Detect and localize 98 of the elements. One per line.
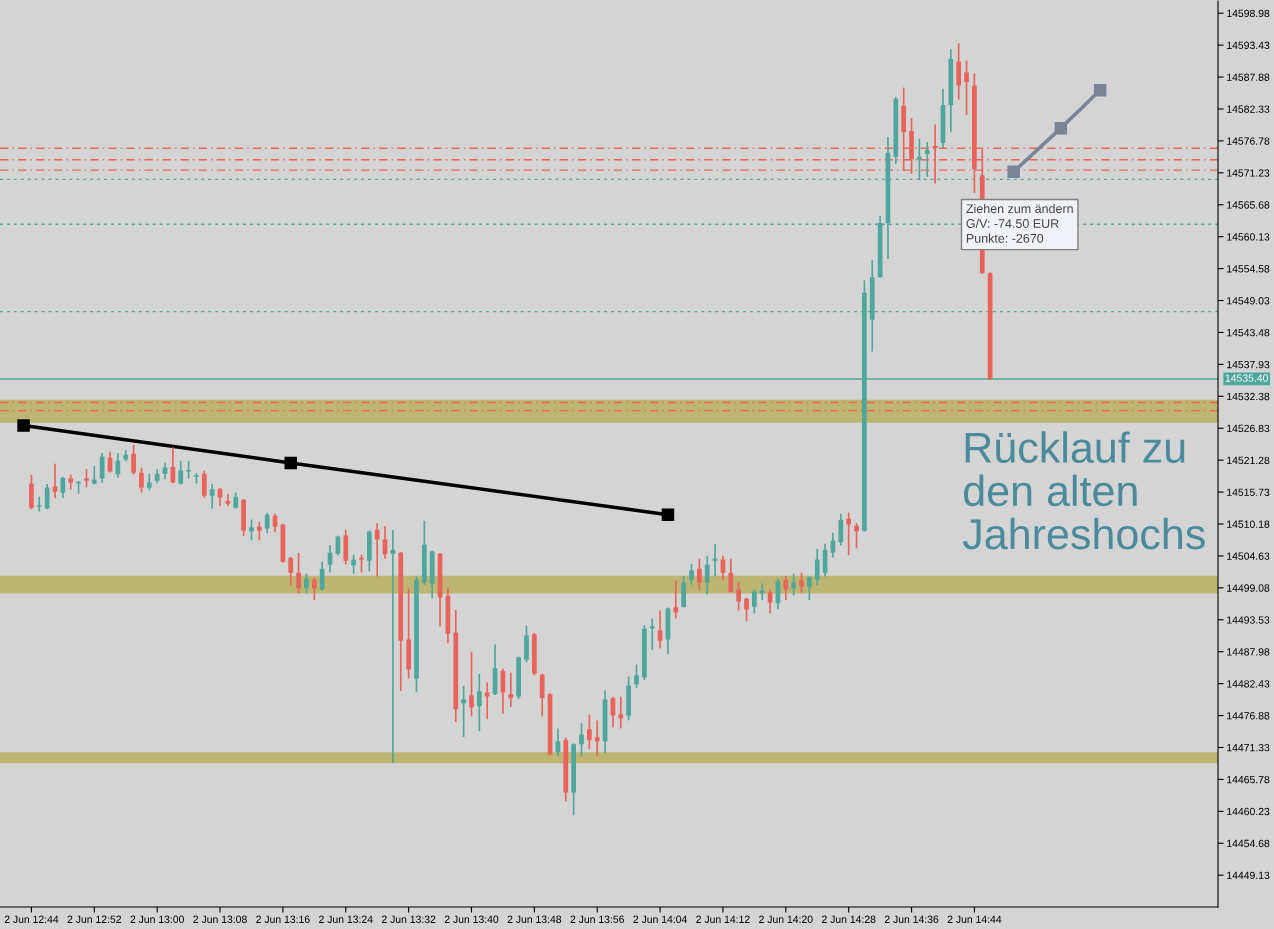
x-tick-label: 2 Jun 14:12 [696, 915, 750, 923]
y-tick-label: 14510.18 [1227, 520, 1270, 528]
candlestick [201, 470, 207, 498]
y-tick-label: 14537.93 [1227, 360, 1270, 369]
candlestick [539, 673, 545, 717]
candlestick [704, 555, 710, 595]
candlestick [374, 523, 380, 577]
y-tick-label: 14493.53 [1227, 616, 1270, 624]
y-tick-label: 14565.68 [1227, 201, 1270, 209]
candlestick [791, 573, 797, 596]
x-tick-label: 2 Jun 13:32 [381, 915, 436, 923]
candlestick [296, 552, 301, 594]
y-tick-label: 14504.63 [1227, 552, 1270, 560]
candlestick [657, 610, 663, 649]
candlestick [319, 561, 325, 591]
candlestick [249, 519, 254, 541]
candlestick [814, 548, 820, 586]
x-tick-label: 2 Jun 13:24 [319, 915, 373, 923]
y-tick-label: 14532.38 [1227, 392, 1270, 401]
candlestick [846, 512, 852, 556]
candlestick [673, 580, 679, 619]
candlestick [752, 589, 757, 614]
y-tick-label: 14582.33 [1227, 105, 1270, 113]
candlestick [807, 576, 812, 601]
y-tick-label: 14471.33 [1227, 743, 1270, 752]
candlestick [924, 142, 930, 177]
candlestick [712, 543, 718, 577]
candlestick [131, 444, 136, 475]
y-tick-label: 14465.78 [1227, 775, 1270, 784]
y-tick-label: 14543.48 [1227, 328, 1270, 337]
candlestick [256, 521, 262, 541]
candlestick [728, 558, 734, 593]
candlestick [854, 523, 859, 549]
x-tick-label: 2 Jun 13:56 [570, 915, 624, 923]
candlestick [799, 572, 804, 593]
candlestick [838, 513, 844, 546]
candlestick [618, 696, 624, 729]
candlestick [178, 460, 184, 485]
y-tick-label: 14526.83 [1227, 424, 1270, 433]
candlestick [783, 575, 789, 601]
candlestick [634, 664, 639, 689]
y-tick-label: 14593.43 [1227, 41, 1270, 49]
ref-line-label: 14535.40 [1225, 374, 1268, 382]
candlestick [767, 589, 773, 614]
x-tick-label: 2 Jun 12:44 [4, 915, 59, 923]
candlestick [91, 466, 97, 485]
x-tick-label: 2 Jun 12:52 [67, 915, 121, 923]
y-tick-label: 14587.88 [1227, 73, 1270, 81]
candlestick [508, 672, 514, 708]
candlestick [469, 651, 474, 717]
candlestick [964, 60, 969, 116]
candlestick [264, 512, 270, 534]
candlestick [476, 673, 482, 732]
y-tick-label: 14598.98 [1227, 9, 1270, 18]
candlestick [311, 577, 317, 601]
y-tick-label: 14460.23 [1227, 807, 1270, 816]
annotation: Rücklauf zu den alten Jahreshochs [962, 431, 1205, 550]
x-tick-label: 2 Jun 14:44 [947, 915, 1002, 923]
x-tick-label: 2 Jun 13:40 [444, 915, 499, 923]
y-tick-label: 14499.08 [1227, 584, 1270, 592]
x-tick-label: 2 Jun 13:08 [193, 915, 247, 923]
candlestick [44, 483, 50, 510]
candlestick [689, 563, 694, 585]
y-tick-label: 14449.13 [1227, 871, 1270, 880]
candlestick [736, 581, 742, 611]
y-tick-label: 14454.68 [1227, 839, 1270, 848]
y-tick-label: 14571.23 [1227, 169, 1270, 177]
x-tick-label: 2 Jun 14:20 [759, 915, 813, 923]
candlestick [461, 685, 466, 737]
x-tick-label: 2 Jun 13:00 [130, 915, 184, 923]
y-tick-label: 14482.43 [1227, 680, 1270, 688]
candlestick [484, 682, 490, 720]
x-tick-label: 2 Jun 14:04 [633, 915, 687, 923]
candlestick [594, 720, 600, 756]
y-tick-label: 14554.58 [1227, 265, 1270, 273]
annotation: Ziehen zum ändern G/V: -74.50 EUR Punkte: -2670 [966, 203, 1073, 243]
y-tick-label: 14549.03 [1227, 297, 1270, 305]
candlestick [36, 496, 42, 512]
candlestick [99, 452, 105, 483]
y-tick-label: 14476.88 [1227, 712, 1270, 720]
candlestick [697, 558, 702, 591]
candlestick [68, 474, 74, 490]
candlestick [587, 714, 592, 750]
y-tick-label: 14576.78 [1227, 137, 1270, 145]
candlestick [139, 467, 144, 493]
candlestick [649, 618, 655, 651]
y-tick-label: 14560.13 [1227, 233, 1270, 241]
candlestick [579, 723, 584, 756]
x-tick-label: 2 Jun 14:36 [884, 915, 939, 923]
x-tick-label: 2 Jun 13:48 [507, 915, 562, 923]
y-tick-label: 14515.73 [1227, 488, 1270, 496]
x-tick-label: 2 Jun 14:28 [821, 915, 876, 923]
y-tick-label: 14487.98 [1227, 648, 1270, 656]
candlestick [288, 556, 294, 586]
candlestick [744, 597, 749, 622]
candlestick [209, 483, 215, 509]
x-tick-label: 2 Jun 13:16 [256, 915, 310, 923]
y-tick-label: 14521.28 [1227, 456, 1270, 465]
